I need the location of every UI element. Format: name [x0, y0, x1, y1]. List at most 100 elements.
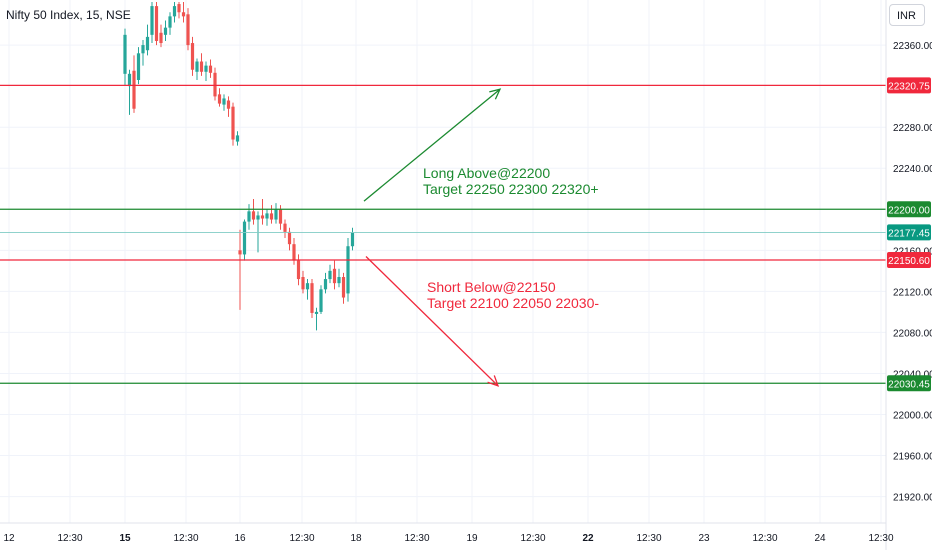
candle-body	[136, 53, 141, 80]
candle-body	[190, 43, 195, 70]
short-target-text: Target 22100 22050 22030-	[427, 295, 600, 311]
grid	[0, 0, 886, 523]
y-tick-label: 21920.00	[893, 493, 932, 504]
x-tick-label: 12:30	[636, 533, 661, 544]
horizontal-levels	[0, 84, 886, 384]
candle-body	[132, 70, 136, 109]
candle-body	[350, 232, 355, 247]
y-tick-label: 21960.00	[893, 452, 932, 463]
candle-body	[222, 98, 226, 105]
x-tick-label: 12:30	[520, 533, 545, 544]
arrow-head	[487, 375, 500, 387]
candle-body	[172, 6, 177, 17]
level-price-tag	[887, 224, 931, 241]
x-tick-label: 15	[119, 533, 131, 544]
x-tick-label: 12:30	[289, 533, 314, 544]
candle-body	[177, 4, 181, 13]
candle-body	[141, 45, 145, 54]
candle-body	[195, 61, 199, 72]
candle-body	[231, 106, 235, 140]
symbol-title[interactable]: Nifty 50 Index, 15, NSE	[6, 8, 131, 22]
trend-arrows	[363, 88, 502, 387]
candle-body	[251, 211, 256, 220]
short-entry-text: Short Below@22150	[427, 279, 556, 295]
x-tick-label: 12:30	[868, 533, 893, 544]
x-tick-label: 12:30	[57, 533, 82, 544]
y-tick-label: 22000.00	[893, 411, 932, 422]
candle-body	[256, 215, 260, 220]
x-tick-label: 12	[3, 533, 15, 544]
arrow-head	[489, 88, 502, 100]
long-entry-text: Long Above@22200	[423, 165, 551, 181]
level-price-label: 22200.00	[888, 205, 930, 216]
candle-body	[296, 260, 301, 280]
candle-body	[150, 6, 154, 35]
currency-button[interactable]: INR	[889, 4, 925, 26]
x-tick-label: 19	[466, 533, 478, 544]
time-axis[interactable]: 12 12:30 15 12:30 16 12:30 18 12:30 19 12:30 22 12:…	[0, 522, 894, 544]
candle-body	[238, 250, 242, 255]
level-price-label: 22150.60	[888, 256, 930, 267]
candle-body	[127, 73, 132, 87]
candle-body	[274, 209, 278, 220]
x-tick-label: 12:30	[752, 533, 777, 544]
candle-body	[292, 244, 296, 261]
candle-body	[213, 72, 217, 97]
level-price-tag	[887, 201, 931, 218]
x-tick-label: 18	[350, 533, 362, 544]
y-tick-label: 22240.00	[893, 164, 932, 175]
x-tick-label: 24	[814, 533, 826, 544]
candle-body	[341, 277, 346, 298]
price-labels: 22320.75 22200.00 22177.45 22150.60 22030.45	[887, 77, 931, 392]
long-target-text: Target 22250 22300 22320+	[423, 181, 599, 197]
candle-body	[328, 270, 332, 280]
y-tick-label: 22280.00	[893, 123, 932, 134]
candle-body	[181, 12, 186, 17]
x-tick-label: 22	[582, 533, 594, 544]
candle-body	[235, 135, 240, 142]
price-axis[interactable]: 22360.00 22280.00 22240.00 22160.00 22120.00…	[885, 0, 932, 550]
candle-body	[278, 209, 283, 224]
level-price-tag	[887, 375, 931, 392]
y-tick-label: 22040.00	[893, 369, 932, 380]
candle-body	[287, 231, 292, 245]
level-price-label: 22030.45	[888, 379, 930, 390]
level-price-tag	[887, 251, 931, 268]
candle-body	[346, 246, 350, 294]
x-tick-label: 12:30	[404, 533, 429, 544]
candle-body	[186, 14, 190, 46]
candle-body	[314, 311, 319, 314]
candle-body	[337, 277, 341, 284]
level-price-tag	[887, 77, 931, 94]
candle-body	[247, 211, 251, 222]
y-tick-label: 22360.00	[893, 41, 932, 52]
level-price-label: 22320.75	[888, 81, 930, 92]
candle-body	[319, 289, 323, 312]
candle-body	[208, 65, 213, 73]
candle-body	[323, 279, 328, 290]
candle-body	[123, 34, 127, 74]
candle-body	[168, 16, 172, 28]
candle-body	[265, 213, 269, 219]
x-tick-label: 16	[234, 533, 246, 544]
level-price-label: 22177.45	[888, 228, 930, 239]
candle-body	[217, 94, 222, 104]
arrow-shaft	[363, 88, 501, 202]
candle-body	[301, 277, 305, 290]
candle-body	[332, 268, 337, 284]
candle-body	[226, 100, 231, 109]
candle-body	[163, 27, 168, 35]
candle-body	[283, 223, 287, 232]
candle-body	[242, 221, 247, 255]
candle-body	[310, 283, 314, 313]
candle-body	[260, 215, 265, 219]
y-tick-label: 22160.00	[893, 246, 932, 257]
arrow-shaft	[365, 256, 499, 387]
y-tick-label: 22120.00	[893, 287, 932, 298]
candle-body	[154, 6, 159, 41]
candle-body	[159, 32, 163, 44]
candle-body	[305, 283, 310, 290]
long-annotation: Long Above@22200 Target 22250 22300 2232…	[423, 165, 599, 197]
x-tick-label: 12:30	[173, 533, 198, 544]
